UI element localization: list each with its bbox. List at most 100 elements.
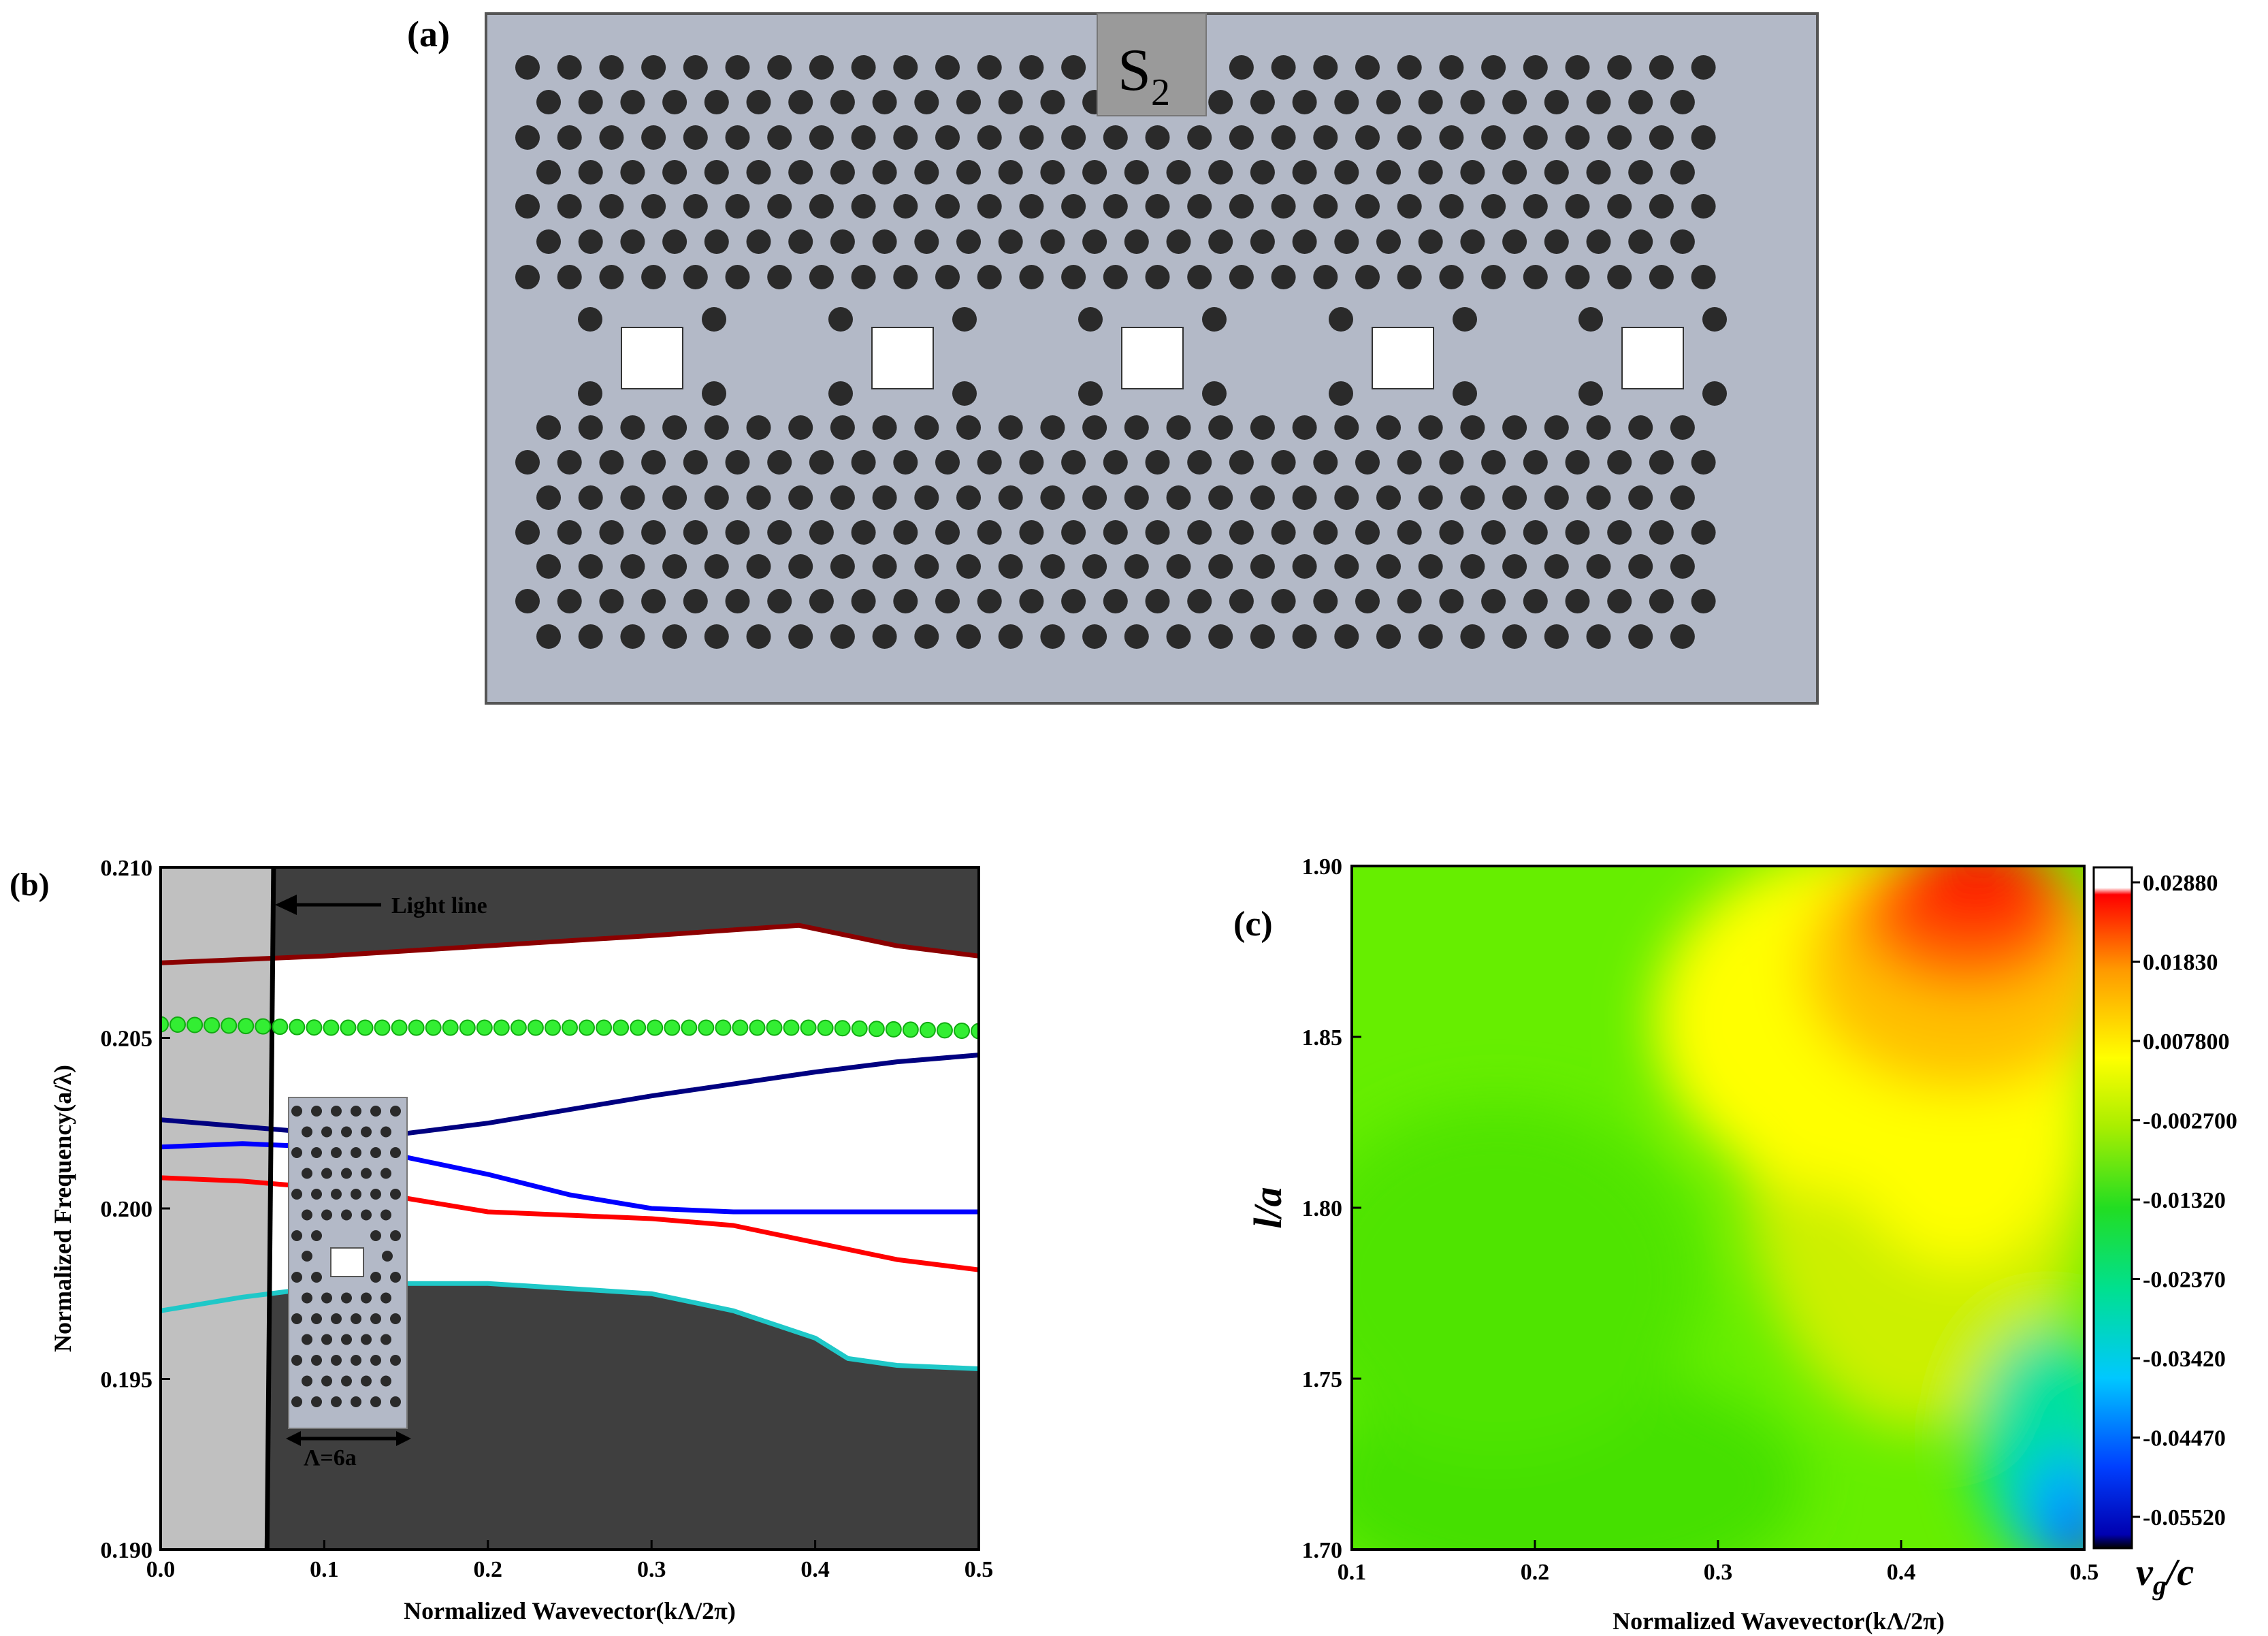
air-hole (1586, 90, 1611, 114)
air-hole (1439, 589, 1464, 613)
air-hole (1250, 485, 1275, 510)
c-xtick-label: 0.2 (1521, 1560, 1550, 1585)
inset-hole (390, 1272, 401, 1283)
air-hole (872, 624, 897, 649)
air-hole (828, 381, 853, 406)
air-hole (1334, 485, 1359, 510)
air-hole (1670, 415, 1695, 440)
air-hole (557, 589, 582, 613)
air-hole (704, 485, 729, 510)
cavity (621, 327, 683, 389)
air-hole (1502, 554, 1527, 579)
air-hole (872, 90, 897, 114)
air-hole (1376, 415, 1401, 440)
inset-hole (291, 1313, 302, 1324)
inset-hole (341, 1334, 352, 1345)
flat-band-marker (766, 1019, 783, 1036)
air-hole (1202, 381, 1227, 406)
air-hole (1292, 229, 1317, 254)
air-hole (1078, 381, 1103, 406)
c-ytick-label: 1.90 (1302, 854, 1343, 880)
inset-hole (311, 1147, 322, 1158)
inset-hole (390, 1313, 401, 1324)
air-hole (830, 485, 855, 510)
air-hole (1691, 265, 1716, 289)
air-hole (1124, 485, 1149, 510)
air-hole (1628, 624, 1653, 649)
air-hole (998, 415, 1023, 440)
flat-band-marker (204, 1017, 221, 1033)
air-hole (1061, 450, 1086, 475)
air-hole (704, 90, 729, 114)
air-hole (704, 229, 729, 254)
air-hole (599, 194, 624, 219)
air-hole (1145, 450, 1170, 475)
inset-hole (370, 1147, 381, 1158)
air-hole (1103, 589, 1128, 613)
inset-hole (361, 1334, 372, 1345)
air-hole (788, 485, 813, 510)
air-hole (1502, 229, 1527, 254)
air-hole (977, 589, 1002, 613)
air-hole (1565, 55, 1590, 80)
air-hole (1523, 55, 1548, 80)
flat-band-marker (783, 1019, 800, 1036)
air-hole (1334, 160, 1359, 185)
air-hole (956, 485, 981, 510)
air-hole (702, 307, 726, 332)
air-hole (1292, 415, 1317, 440)
air-hole (830, 160, 855, 185)
air-hole (1271, 265, 1296, 289)
air-hole (767, 589, 792, 613)
air-hole (1702, 381, 1727, 406)
flat-band-marker (169, 1016, 186, 1033)
air-hole (1250, 160, 1275, 185)
air-hole (1040, 90, 1065, 114)
inset-hole (390, 1189, 401, 1200)
air-hole (872, 160, 897, 185)
air-hole (872, 554, 897, 579)
air-hole (641, 125, 666, 150)
flat-band-marker (596, 1019, 613, 1036)
flat-band-marker (323, 1019, 340, 1036)
flat-band-marker (527, 1019, 544, 1036)
air-hole (1355, 450, 1380, 475)
air-hole (1376, 90, 1401, 114)
air-hole (767, 125, 792, 150)
air-hole (1040, 160, 1065, 185)
air-hole (1544, 485, 1569, 510)
air-hole (1250, 624, 1275, 649)
air-hole (952, 307, 977, 332)
air-hole (1271, 194, 1296, 219)
air-hole (893, 265, 918, 289)
colorbar-ticks: 0.02880 0.01830 0.007800 -0.002700 -0.01320 -… (2132, 871, 2237, 1530)
air-hole (872, 415, 897, 440)
c-ytick-label: 1.80 (1302, 1196, 1343, 1221)
flat-band-marker (510, 1019, 527, 1036)
flat-band-marker (357, 1019, 374, 1036)
b-ytick-label: 0.195 (101, 1368, 153, 1393)
air-hole (1040, 415, 1065, 440)
air-hole (1544, 229, 1569, 254)
b-xlabel: Normalized Wavevector(kΛ/2π) (404, 1597, 736, 1624)
flat-band-marker (562, 1019, 578, 1036)
air-hole (641, 589, 666, 613)
inset-hole (370, 1355, 381, 1366)
light-cone (161, 867, 274, 1550)
colorbar-tick-label: -0.05520 (2143, 1505, 2226, 1530)
air-hole (1187, 265, 1212, 289)
inset-hole (331, 1396, 342, 1407)
inset-hole (291, 1189, 302, 1200)
flat-band-markers (161, 1016, 979, 1040)
air-hole (1586, 415, 1611, 440)
inset-hole (291, 1396, 302, 1407)
flat-band-marker (715, 1019, 732, 1036)
air-hole (914, 485, 939, 510)
air-hole (683, 520, 708, 545)
inset-hole (311, 1106, 322, 1117)
air-hole (1103, 125, 1128, 150)
b-xtick-label: 0.1 (310, 1557, 339, 1582)
panel-a: (a) S2 (407, 12, 1819, 705)
flat-band-marker (493, 1019, 510, 1036)
